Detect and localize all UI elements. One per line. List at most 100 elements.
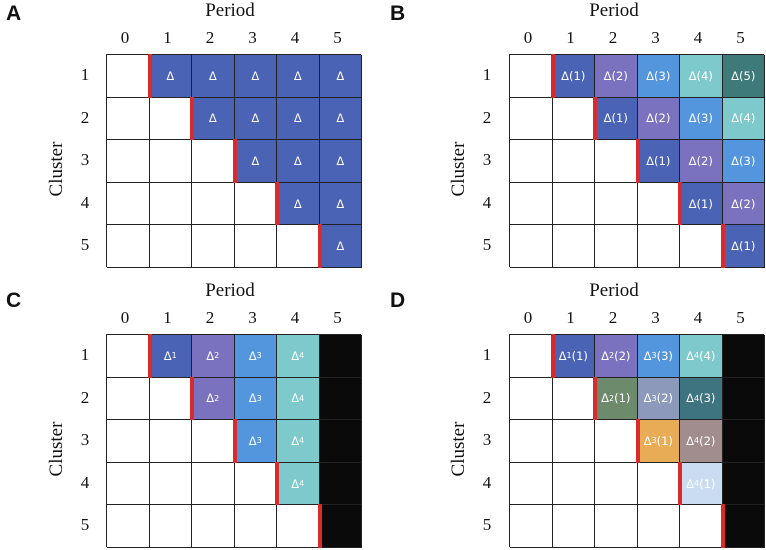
cell-r3-c1 xyxy=(149,140,192,183)
cell-r5-c3 xyxy=(234,505,277,548)
cell-r5-c4 xyxy=(277,225,320,268)
cell-label: Δ xyxy=(163,348,172,363)
cluster-tick-3: 3 xyxy=(482,150,492,170)
cluster-tick-3: 3 xyxy=(482,430,492,450)
cell-r4-c5: Δ xyxy=(319,182,362,226)
cell-r3-c4: Δ 4 (2) xyxy=(680,420,723,463)
cell-r3-c1 xyxy=(149,420,192,463)
period-axis-title: Period xyxy=(205,280,255,301)
cell-subscript: 4 xyxy=(299,436,305,446)
period-tick-0: 0 xyxy=(120,28,130,47)
cell-r3-c0 xyxy=(510,140,553,183)
cell-r1-c0 xyxy=(510,335,553,378)
cell-label: Δ(1) xyxy=(731,239,756,254)
panel-letter: A xyxy=(6,2,22,25)
cell-r1-c0 xyxy=(107,335,150,378)
cluster-tick-2: 2 xyxy=(80,387,90,407)
cell-r4-c0 xyxy=(510,182,553,226)
cell-r5-c0 xyxy=(107,225,150,268)
cell-label: Δ xyxy=(601,391,609,406)
period-tick-1: 1 xyxy=(566,28,575,47)
cell-r3-c2 xyxy=(192,420,235,463)
cell-label: Δ(4) xyxy=(731,111,756,126)
cell-r5-c2 xyxy=(595,225,638,268)
cell-r5-c4 xyxy=(680,505,723,548)
cell-r3-c0 xyxy=(510,420,553,463)
cell-label: Δ xyxy=(291,348,300,363)
cell-r2-c5: Δ(4) xyxy=(722,97,765,141)
cell-r2-c0 xyxy=(107,377,150,421)
cell-r2-c1 xyxy=(149,97,192,141)
cell-r2-c0 xyxy=(510,97,553,141)
cell-r1-c1: Δ(1) xyxy=(550,54,595,98)
cell-r5-c4 xyxy=(277,505,320,548)
cell-label: Δ(2) xyxy=(731,196,756,211)
period-tick-1: 1 xyxy=(566,308,575,327)
cell-r4-c4: Δ 4 (1) xyxy=(678,461,723,506)
cluster-tick-3: 3 xyxy=(80,430,90,450)
cell-r2-c3: Δ 3 (2) xyxy=(637,377,680,421)
period-tick-1: 1 xyxy=(163,28,172,47)
cluster-tick-4: 4 xyxy=(80,192,90,212)
cell-label: Δ xyxy=(293,196,302,211)
period-axis-title: Period xyxy=(589,280,639,301)
period-tick-4: 4 xyxy=(693,28,703,47)
cluster-tick-5: 5 xyxy=(482,515,492,535)
cell-label: Δ xyxy=(293,153,302,168)
cell-r5-c5: Δ xyxy=(317,224,362,268)
cell-label: Δ xyxy=(251,153,260,168)
cluster-tick-1: 1 xyxy=(80,65,90,84)
cell-label: Δ(2) xyxy=(688,153,713,168)
cell-subscript: 4 xyxy=(299,479,305,489)
cell-exposure: (2) xyxy=(614,348,631,363)
cell-label: Δ(3) xyxy=(731,153,756,168)
period-tick-3: 3 xyxy=(651,308,660,327)
cell-r5-c4 xyxy=(680,225,723,268)
cell-r3-c1 xyxy=(552,420,595,463)
cell-r5-c2 xyxy=(192,505,235,548)
cell-label: Δ(2) xyxy=(646,111,671,126)
cell-subscript: 4 xyxy=(693,436,700,446)
cluster-axis-title: Cluster xyxy=(448,421,469,477)
period-tick-5: 5 xyxy=(333,28,342,47)
cell-r1-c4: Δ 4 (4) xyxy=(680,335,723,378)
period-tick-2: 2 xyxy=(608,308,618,327)
cell-r2-c3: Δ xyxy=(234,97,277,141)
cell-subscript: 1 xyxy=(171,351,177,361)
cell-subscript: 3 xyxy=(256,393,262,403)
cell-r2-c1 xyxy=(149,377,192,421)
cell-label: Δ xyxy=(643,348,652,363)
cell-label: Δ xyxy=(686,391,694,406)
cell-subscript: 2 xyxy=(214,393,220,403)
cell-r4-c1 xyxy=(149,182,192,226)
cell-r4-c3 xyxy=(637,182,680,226)
cell-exposure: (3) xyxy=(656,348,673,363)
cell-label: Δ(1) xyxy=(646,153,671,168)
cell-r3-c2 xyxy=(595,420,638,463)
cell-label: Δ xyxy=(166,68,175,83)
cell-r1-c3: Δ xyxy=(234,55,277,98)
cell-r2-c1 xyxy=(552,97,595,141)
cell-label: Δ xyxy=(686,433,694,448)
cell-label: Δ xyxy=(686,476,694,491)
cell-label: Δ xyxy=(643,391,652,406)
cell-r1-c2: Δ xyxy=(192,55,235,98)
cell-r1-c5 xyxy=(722,335,765,378)
matrix-grid: Δ Δ Δ Δ Δ Δ Δ Δ Δ Δ Δ Δ Δ Δ Δ xyxy=(106,54,362,268)
cluster-tick-3: 3 xyxy=(80,150,90,170)
cluster-tick-4: 4 xyxy=(482,472,492,492)
cell-r5-c3 xyxy=(234,225,277,268)
cell-r4-c1 xyxy=(552,182,595,226)
cell-subscript: 3 xyxy=(651,351,657,361)
cell-r1-c1: Δ xyxy=(147,54,192,98)
cell-r1-c3: Δ 3 (3) xyxy=(637,335,680,378)
cell-label: Δ xyxy=(291,476,300,491)
cell-exposure: (3) xyxy=(699,391,716,406)
